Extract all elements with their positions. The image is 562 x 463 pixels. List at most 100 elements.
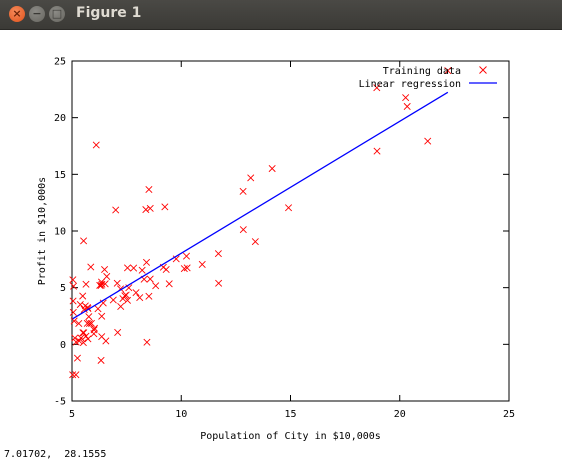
y-tick-label: 15 xyxy=(54,170,66,181)
data-point xyxy=(373,147,381,155)
maximize-icon[interactable]: □ xyxy=(49,6,65,22)
data-point xyxy=(69,371,77,379)
regression-line xyxy=(72,91,449,320)
data-point xyxy=(69,276,77,284)
data-point xyxy=(69,297,77,305)
data-point xyxy=(94,305,102,313)
data-point xyxy=(72,371,80,379)
data-point xyxy=(101,280,109,288)
y-axis-label: Profit in $10,000s xyxy=(37,177,48,285)
data-point xyxy=(98,312,106,320)
data-point xyxy=(239,226,247,234)
data-point xyxy=(165,280,173,288)
data-point xyxy=(97,356,105,364)
data-point xyxy=(143,338,151,346)
data-point xyxy=(90,330,98,338)
data-point xyxy=(161,203,169,211)
data-point xyxy=(113,279,121,287)
data-point xyxy=(444,67,452,75)
data-point xyxy=(101,266,109,274)
data-point xyxy=(79,292,87,300)
plot-canvas[interactable]: 5 10 15 20 25 -5 0 5 10 15 20 25 Population of City … xyxy=(0,30,562,445)
data-point xyxy=(214,250,222,258)
data-point xyxy=(121,292,129,300)
data-point xyxy=(83,319,91,327)
minimize-icon[interactable]: − xyxy=(29,6,45,22)
data-point xyxy=(402,94,410,102)
data-point xyxy=(183,264,191,272)
x-tick-label: 15 xyxy=(284,409,296,420)
data-point xyxy=(285,204,293,212)
data-point xyxy=(146,204,154,212)
data-point xyxy=(373,84,381,92)
data-point xyxy=(70,282,78,290)
data-point xyxy=(69,308,77,316)
x-tick-label: 10 xyxy=(175,409,187,420)
data-point xyxy=(117,302,125,310)
y-tick-label: 5 xyxy=(60,283,66,294)
data-point xyxy=(98,333,106,341)
legend-label-linear-regression: Linear regression xyxy=(359,79,461,90)
data-point xyxy=(73,354,81,362)
data-point xyxy=(97,278,106,286)
x-tick-label: 5 xyxy=(69,409,75,420)
data-point xyxy=(152,282,160,290)
data-point xyxy=(136,294,144,302)
data-point xyxy=(251,238,259,246)
data-point xyxy=(145,186,153,194)
y-tick-label: 0 xyxy=(60,340,66,351)
x-tick-label: 25 xyxy=(503,409,515,420)
data-point xyxy=(70,317,78,325)
y-tick-label: -5 xyxy=(54,397,66,408)
y-tick-label: 10 xyxy=(54,227,66,238)
data-point xyxy=(112,206,120,214)
legend-marker-x xyxy=(479,66,487,74)
data-point xyxy=(81,302,89,310)
data-point xyxy=(71,334,79,342)
data-point xyxy=(198,260,206,268)
data-point xyxy=(130,264,138,272)
y-tick-label: 25 xyxy=(54,57,66,68)
coordinate-readout: 7.01702, 28.1555 xyxy=(4,449,107,460)
data-point xyxy=(146,275,154,283)
close-icon[interactable]: × xyxy=(9,6,25,22)
data-point xyxy=(84,335,92,343)
data-point xyxy=(142,206,150,214)
data-point xyxy=(403,102,411,110)
y-tick-label: 20 xyxy=(54,113,66,124)
data-point xyxy=(123,264,132,272)
data-point xyxy=(119,295,127,303)
x-tick-label: 20 xyxy=(394,409,406,420)
data-point xyxy=(75,337,83,345)
data-point xyxy=(132,289,140,297)
data-point xyxy=(145,292,153,300)
data-point xyxy=(82,280,90,288)
data-point xyxy=(80,329,88,337)
data-point xyxy=(85,313,93,321)
data-point xyxy=(215,279,223,287)
data-point xyxy=(79,329,87,337)
data-point xyxy=(138,266,146,274)
data-point xyxy=(114,328,122,336)
data-point xyxy=(142,258,151,266)
data-point xyxy=(268,165,276,173)
legend-label-training-data: Training data xyxy=(383,66,461,77)
data-point xyxy=(92,141,100,149)
data-point xyxy=(76,301,84,309)
data-point xyxy=(103,272,111,280)
data-point xyxy=(182,252,191,260)
data-point xyxy=(96,281,104,289)
window-title: Figure 1 xyxy=(76,5,142,21)
plot-frame xyxy=(71,60,510,402)
data-point xyxy=(247,174,255,182)
chart-svg[interactable]: 5 10 15 20 25 -5 0 5 10 15 20 25 Population of City … xyxy=(0,30,562,445)
window-titlebar: × − □ Figure 1 xyxy=(0,0,562,30)
x-axis-label: Population of City in $10,000s xyxy=(200,431,381,442)
data-point xyxy=(99,299,107,307)
data-point xyxy=(109,296,117,304)
data-point xyxy=(172,255,180,263)
data-point xyxy=(80,237,88,245)
data-point xyxy=(424,137,432,145)
data-point xyxy=(87,263,95,271)
data-point xyxy=(75,319,83,327)
